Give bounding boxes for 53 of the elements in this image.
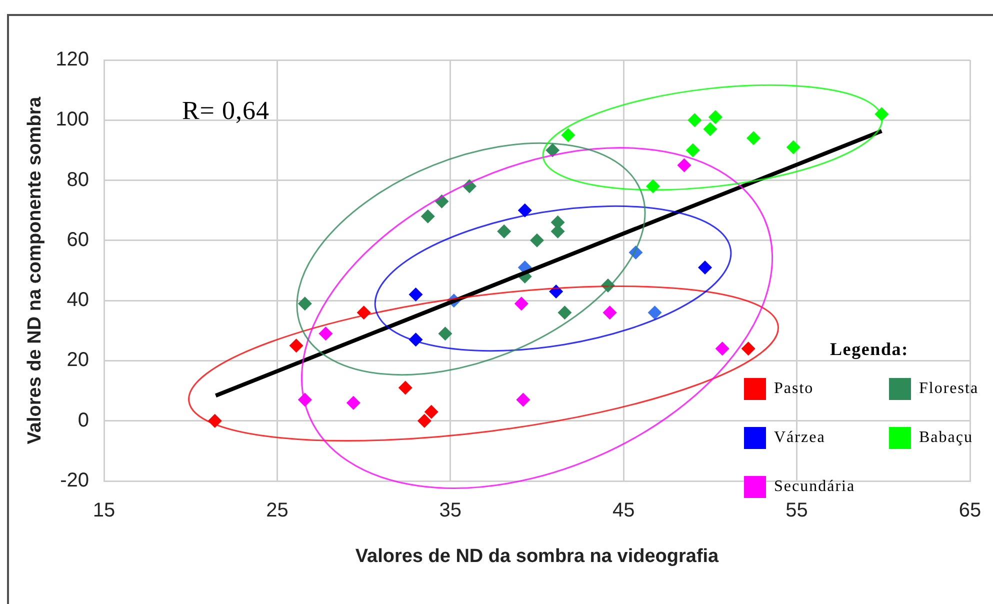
x-tick-label: 45 bbox=[612, 500, 635, 522]
x-tick-label: 35 bbox=[439, 500, 462, 522]
y-tick-label: 20 bbox=[66, 349, 89, 372]
y-axis-title: Valores de ND na componente sombra bbox=[24, 96, 46, 444]
point bbox=[420, 209, 435, 224]
point bbox=[648, 306, 662, 320]
point bbox=[318, 326, 333, 341]
x-tick-label: 15 bbox=[92, 500, 116, 522]
y-tick-label: 0 bbox=[78, 409, 89, 432]
y-tick-label: 40 bbox=[66, 289, 89, 312]
point bbox=[518, 203, 532, 218]
point bbox=[417, 414, 432, 428]
point bbox=[530, 233, 544, 248]
point bbox=[298, 296, 312, 311]
point bbox=[424, 404, 438, 419]
y-tick-label: 80 bbox=[66, 168, 89, 191]
point bbox=[677, 158, 692, 172]
annotation: R= 0,64 bbox=[182, 96, 270, 125]
point bbox=[497, 224, 512, 238]
point bbox=[438, 326, 452, 341]
point bbox=[688, 113, 702, 128]
y-tick-label: -20 bbox=[60, 470, 89, 492]
point bbox=[698, 260, 712, 274]
point bbox=[289, 338, 304, 353]
legend-label: Secundária bbox=[774, 478, 856, 495]
point bbox=[516, 392, 530, 407]
point bbox=[703, 122, 718, 136]
legend-label: Babaçu bbox=[919, 429, 973, 446]
point bbox=[602, 306, 617, 320]
point bbox=[715, 342, 730, 356]
point bbox=[786, 140, 800, 154]
point bbox=[746, 131, 760, 146]
x-tick-label: 55 bbox=[786, 500, 808, 522]
legend-label: Floresta bbox=[919, 380, 979, 397]
point bbox=[686, 143, 700, 158]
x-tick-label: 25 bbox=[266, 500, 288, 522]
point bbox=[546, 143, 560, 158]
y-tick-label: 100 bbox=[56, 108, 89, 131]
point bbox=[346, 396, 360, 410]
legend-label: Pasto bbox=[774, 380, 814, 397]
point bbox=[398, 380, 412, 395]
y-tick-label: 120 bbox=[56, 48, 89, 71]
legend-label: Várzea bbox=[774, 429, 826, 446]
legend-title: Legenda: bbox=[830, 339, 908, 359]
x-axis-title: Valores de ND da sombra na videografia bbox=[355, 546, 720, 567]
y-tick-label: 60 bbox=[66, 228, 89, 251]
x-tick-label: 65 bbox=[958, 500, 982, 522]
point bbox=[561, 128, 576, 142]
point bbox=[741, 342, 756, 356]
point bbox=[708, 110, 722, 124]
point bbox=[558, 306, 572, 320]
point bbox=[408, 288, 423, 302]
point bbox=[514, 296, 528, 311]
